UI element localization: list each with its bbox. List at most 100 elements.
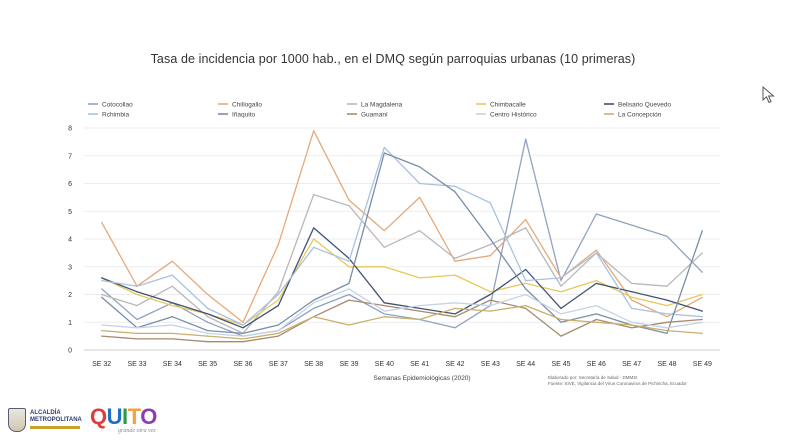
data-point <box>136 319 137 320</box>
data-point <box>384 147 385 148</box>
y-tick-label: 0 <box>68 348 72 355</box>
data-point <box>560 277 561 278</box>
data-point <box>490 291 491 292</box>
data-point <box>242 336 243 337</box>
data-point <box>419 230 420 231</box>
data-point <box>136 291 137 292</box>
data-point <box>702 333 703 334</box>
data-point <box>560 280 561 281</box>
data-point <box>666 333 667 334</box>
data-point <box>348 266 349 267</box>
data-point <box>419 277 420 278</box>
legend-label: La Concepción <box>618 111 662 118</box>
data-point <box>702 322 703 323</box>
data-point <box>384 266 385 267</box>
data-point <box>313 308 314 309</box>
x-tick-label: SE 41 <box>410 361 429 368</box>
data-point <box>490 299 491 300</box>
data-point <box>136 327 137 328</box>
data-point <box>348 205 349 206</box>
data-point <box>596 322 597 323</box>
data-point <box>560 322 561 323</box>
x-tick-label: SE 47 <box>622 361 641 368</box>
data-point <box>313 247 314 248</box>
x-tick-label: SE 33 <box>127 361 146 368</box>
data-point <box>348 324 349 325</box>
data-point <box>207 308 208 309</box>
data-point <box>525 294 526 295</box>
data-point <box>313 194 314 195</box>
data-point <box>136 305 137 306</box>
data-point <box>490 255 491 256</box>
data-point <box>384 247 385 248</box>
data-point <box>631 322 632 323</box>
data-point <box>313 299 314 300</box>
data-point <box>666 305 667 306</box>
y-tick-label: 4 <box>68 237 72 244</box>
data-point <box>207 294 208 295</box>
quito-tagline: grande otra vez <box>118 428 156 434</box>
data-point <box>525 139 526 140</box>
y-tick-label: 5 <box>68 209 72 216</box>
data-point <box>384 313 385 314</box>
data-point <box>419 308 420 309</box>
series-line <box>102 153 703 333</box>
data-point <box>207 313 208 314</box>
data-point <box>313 238 314 239</box>
data-point <box>454 274 455 275</box>
legend-label: Cotocollao <box>102 101 133 108</box>
data-point <box>172 305 173 306</box>
data-point <box>631 299 632 300</box>
data-point <box>278 336 279 337</box>
x-tick-label: SE 34 <box>163 361 182 368</box>
data-point <box>631 308 632 309</box>
data-point <box>560 291 561 292</box>
data-point <box>631 225 632 226</box>
data-point <box>384 316 385 317</box>
x-tick-label: SE 38 <box>304 361 323 368</box>
data-point <box>207 322 208 323</box>
data-point <box>313 316 314 317</box>
data-point <box>666 322 667 323</box>
x-tick-label: SE 43 <box>481 361 500 368</box>
legend-label: Rchimbia <box>102 111 129 118</box>
data-point <box>348 200 349 201</box>
data-point <box>384 311 385 312</box>
data-point <box>702 294 703 295</box>
x-axis-label: Semanas Epidemiológicas (2020) <box>373 375 470 382</box>
legend-label: Chillogallo <box>232 101 262 108</box>
data-point <box>596 283 597 284</box>
data-point <box>525 280 526 281</box>
y-tick-label: 8 <box>68 126 72 133</box>
quito-logo-letter: T <box>128 404 141 429</box>
data-point <box>313 302 314 303</box>
data-point <box>172 333 173 334</box>
data-point <box>348 261 349 262</box>
data-point <box>101 330 102 331</box>
data-point <box>596 250 597 251</box>
data-point <box>702 272 703 273</box>
data-point <box>454 316 455 317</box>
data-point <box>136 333 137 334</box>
data-point <box>419 183 420 184</box>
legend-label: Iñaquito <box>232 111 256 118</box>
data-point <box>666 236 667 237</box>
legend-label: Guamaní <box>361 111 388 118</box>
data-point <box>631 327 632 328</box>
data-point <box>278 294 279 295</box>
data-point <box>525 269 526 270</box>
y-tick-label: 3 <box>68 264 72 271</box>
data-point <box>454 258 455 259</box>
series-line <box>102 239 703 325</box>
data-point <box>419 319 420 320</box>
x-tick-label: SE 36 <box>233 361 252 368</box>
series-line <box>102 289 703 336</box>
data-point <box>490 311 491 312</box>
data-point <box>242 338 243 339</box>
quito-logo-letter: O <box>140 404 157 429</box>
data-point <box>525 305 526 306</box>
x-tick-label: SE 32 <box>92 361 111 368</box>
data-point <box>454 191 455 192</box>
